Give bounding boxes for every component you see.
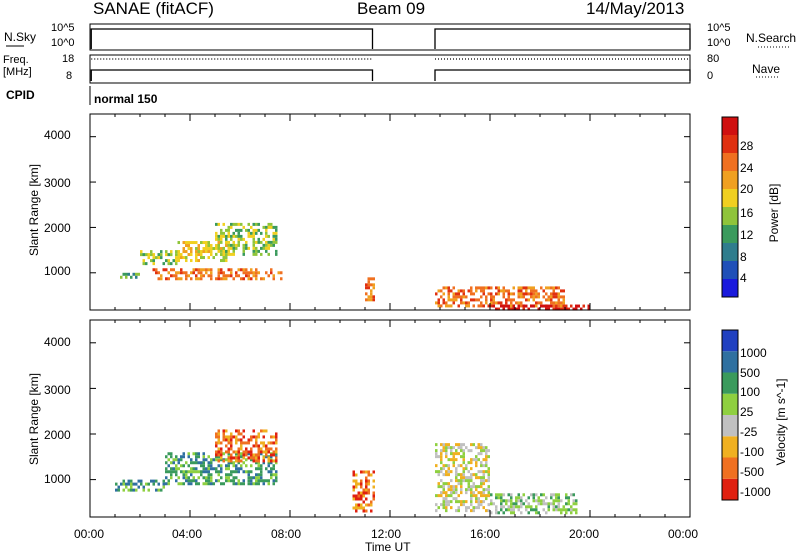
station-title: SANAE (fitACF) [93, 0, 214, 18]
velocity-colorbar-swatch [722, 372, 738, 394]
nsky-trace-1 [434, 28, 691, 49]
power-colorbar-swatch [722, 153, 738, 171]
velocity-y-tick-1000: 1000 [44, 472, 71, 486]
power-cb-tick-12: 12 [740, 228, 754, 242]
velocity-colorbar-swatch [722, 330, 738, 352]
power-echo-region-2 [152, 268, 283, 281]
power-colorbar-swatch [722, 261, 738, 279]
x-axis-title: Time UT [365, 540, 411, 554]
velocity-colorbar-swatch [722, 415, 738, 437]
velocity-colorbar-swatch [722, 457, 738, 479]
power-y-tick-3000: 3000 [44, 176, 71, 190]
velocity-echo-region-1 [165, 452, 278, 486]
power-colorbar-swatch [722, 207, 738, 225]
x-tick-2400: 00:00 [668, 527, 699, 541]
power-colorbar-swatch [722, 243, 738, 261]
velocity-cb-tick-neg500: -500 [740, 465, 765, 479]
nsky-tick-bottom: 10^0 [51, 37, 75, 49]
beam-title: Beam 09 [357, 0, 426, 18]
velocity-colorbar-swatch [722, 351, 738, 373]
velocity-cb-tick-neg100: -100 [740, 445, 765, 459]
power-cb-tick-24: 24 [740, 161, 754, 175]
power-cb-tick-8: 8 [740, 250, 747, 264]
power-echo-region-4 [215, 222, 278, 256]
freq-trace-1 [434, 69, 691, 81]
power-echo-region-3 [177, 241, 228, 263]
velocity-echo-region-2 [215, 429, 278, 463]
nsearch-tick-top: 10^5 [707, 22, 731, 34]
nsky-label: N.Sky [4, 30, 37, 44]
power-colorbar-swatch [722, 171, 738, 189]
velocity-y-tick-2000: 2000 [44, 428, 71, 442]
nave-label: Nave [752, 62, 781, 76]
power-colorbar-swatch [722, 225, 738, 243]
velocity-cb-tick-100: 100 [740, 385, 761, 399]
velocity-cb-tick-neg25: -25 [740, 425, 758, 439]
velocity-y-tick-3000: 3000 [44, 383, 71, 397]
power-panel-frame [89, 113, 691, 311]
nsearch-label: N.Search [746, 31, 797, 45]
velocity-echo-region-4 [435, 443, 490, 513]
velocity-cb-tick-25: 25 [740, 405, 754, 419]
velocity-echo-region-3 [352, 470, 375, 513]
velocity-colorbar-swatch [722, 478, 738, 500]
velocity-colorbar-frame [721, 329, 739, 501]
power-cb-tick-20: 20 [740, 182, 754, 196]
date-title: 14/May/2013 [586, 0, 685, 18]
power-echo-region-5 [365, 277, 375, 302]
velocity-cb-tick-neg1000: -1000 [740, 485, 771, 499]
power-cb-tick-4: 4 [740, 271, 747, 285]
velocity-cb-tick-500: 500 [740, 366, 761, 380]
velocity-colorbar-swatch [722, 436, 738, 458]
velocity-colorbar-swatch [722, 393, 738, 415]
cpid-value: normal 150 [94, 92, 158, 106]
nsky-trace-0 [90, 28, 374, 49]
nsky-strip-frame [89, 23, 691, 51]
x-tick-2000: 20:00 [569, 527, 600, 541]
freq-tick-top: 18 [62, 53, 75, 65]
x-tick-1600: 16:00 [470, 527, 501, 541]
freq-strip-frame [89, 54, 691, 84]
freq-label: Freq. [3, 54, 29, 66]
power-colorbar-swatch [722, 279, 738, 297]
velocity-cb-tick-1000: 1000 [740, 346, 767, 360]
power-y-tick-4000: 4000 [44, 128, 71, 142]
velocity-panel-frame [89, 319, 691, 518]
power-colorbar-frame [721, 116, 739, 298]
nave-tick-top: 80 [707, 53, 720, 65]
power-cb-tick-16: 16 [740, 206, 754, 220]
velocity-y-tick-4000: 4000 [44, 335, 71, 349]
power-colorbar-swatch [722, 189, 738, 207]
x-tick-0000: 00:00 [74, 527, 105, 541]
cpid-label: CPID [6, 88, 35, 102]
power-echo-region-0 [120, 272, 140, 279]
freq-unit-label: [MHz] [3, 66, 32, 78]
nave-tick-bottom: 0 [707, 70, 714, 82]
nsearch-tick-bottom: 10^0 [707, 37, 731, 49]
power-echo-region-7 [492, 304, 590, 311]
power-colorbar-swatch [722, 135, 738, 153]
power-cb-tick-28: 28 [740, 139, 754, 153]
power-echo-region-1 [140, 250, 178, 266]
x-tick-0400: 04:00 [172, 527, 203, 541]
velocity-echo-region-5 [490, 493, 578, 515]
freq-tick-bottom: 8 [66, 70, 73, 82]
power-colorbar-swatch [722, 117, 738, 135]
nsky-tick-top: 10^5 [51, 22, 75, 34]
freq-trace-0 [90, 69, 374, 81]
power-y-tick-2000: 2000 [44, 221, 71, 235]
power-y-tick-1000: 1000 [44, 264, 71, 278]
velocity-echo-region-0 [115, 479, 165, 492]
x-tick-0800: 08:00 [271, 527, 302, 541]
power-echo-region-6 [435, 286, 565, 308]
x-tick-1200: 12:00 [371, 527, 402, 541]
